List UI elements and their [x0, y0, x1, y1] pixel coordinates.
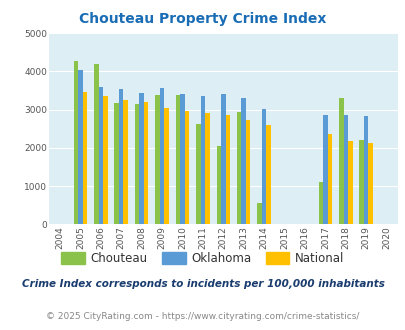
Bar [94, 64, 98, 224]
Bar [338, 98, 343, 224]
Bar [73, 61, 78, 224]
Bar [119, 89, 123, 224]
Bar [368, 143, 372, 224]
Bar [318, 182, 322, 224]
Bar [155, 95, 160, 224]
Bar [175, 95, 180, 224]
Bar [225, 115, 230, 224]
Bar [134, 104, 139, 224]
Bar [245, 120, 250, 224]
Bar [82, 92, 87, 224]
Bar [160, 88, 164, 224]
Bar [139, 93, 143, 224]
Bar [257, 203, 261, 224]
Bar [241, 98, 245, 224]
Bar [347, 141, 352, 224]
Bar [261, 109, 266, 224]
Bar [164, 108, 168, 224]
Bar [114, 103, 119, 224]
Text: Crime Index corresponds to incidents per 100,000 inhabitants: Crime Index corresponds to incidents per… [21, 279, 384, 289]
Bar [78, 70, 82, 224]
Bar [103, 96, 107, 224]
Bar [220, 94, 225, 224]
Bar [196, 124, 200, 224]
Legend: Chouteau, Oklahoma, National: Chouteau, Oklahoma, National [58, 248, 347, 269]
Bar [184, 112, 189, 224]
Bar [205, 113, 209, 224]
Bar [123, 100, 128, 224]
Bar [200, 96, 205, 224]
Bar [363, 116, 368, 224]
Bar [143, 102, 148, 224]
Bar [237, 112, 241, 224]
Text: © 2025 CityRating.com - https://www.cityrating.com/crime-statistics/: © 2025 CityRating.com - https://www.city… [46, 312, 359, 321]
Bar [180, 94, 184, 224]
Bar [322, 115, 327, 224]
Bar [343, 115, 347, 224]
Text: Chouteau Property Crime Index: Chouteau Property Crime Index [79, 12, 326, 25]
Bar [216, 146, 220, 224]
Bar [327, 134, 331, 224]
Bar [266, 125, 270, 224]
Bar [358, 140, 363, 224]
Bar [98, 86, 103, 224]
